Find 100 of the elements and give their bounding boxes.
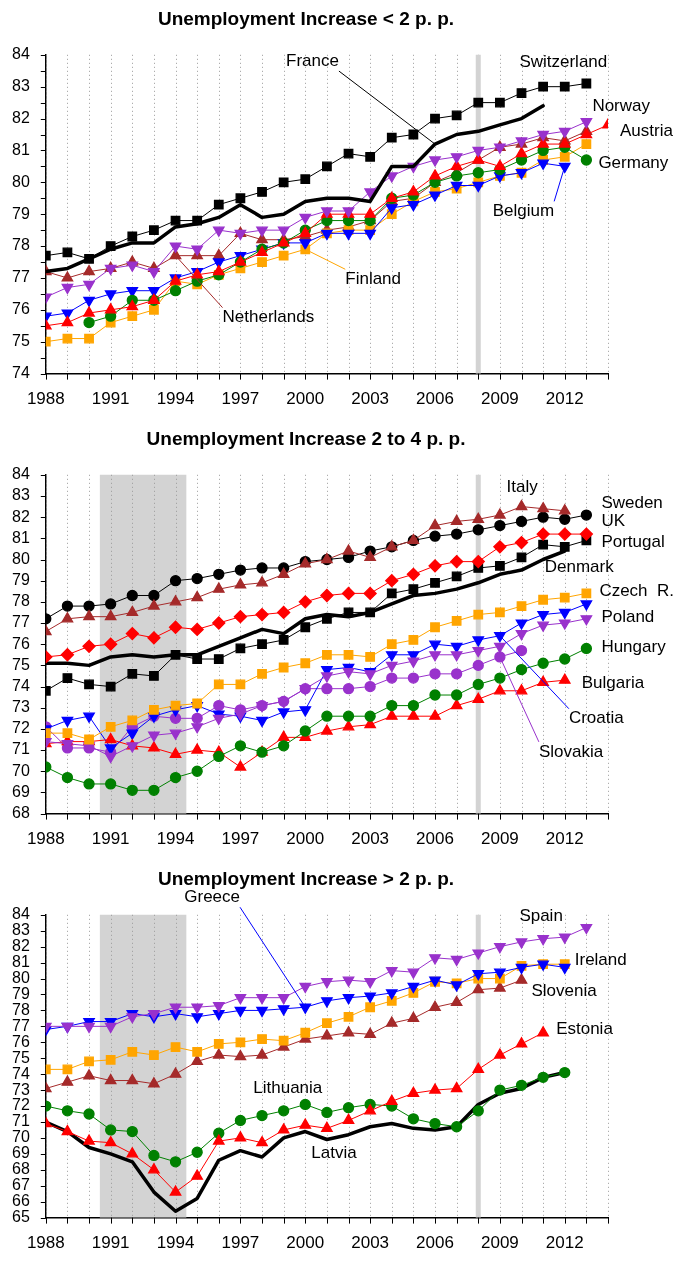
y-tick-label: 73 — [12, 1080, 30, 1098]
y-tick-label: 75 — [12, 332, 30, 350]
series-label: Bulgaria — [581, 672, 645, 692]
y-tick-label: 66 — [12, 1192, 30, 1210]
y-tick-label: 73 — [12, 698, 30, 716]
series-label: Portugal — [601, 532, 665, 552]
y-tick-label: 78 — [12, 1000, 30, 1018]
y-tick-label: 69 — [12, 1144, 30, 1162]
text: France — [286, 50, 339, 70]
series-label: Denmark — [544, 556, 615, 576]
y-tick-label: 83 — [12, 921, 30, 939]
y-tick-label: 81 — [12, 953, 30, 971]
y-tick-label: 71 — [12, 1112, 30, 1130]
y-tick-label: 82 — [12, 507, 30, 525]
x-tick-label: 1988 — [26, 829, 65, 849]
x-tick-label: 1997 — [221, 1233, 260, 1253]
x-tick-label: 1988 — [26, 1233, 65, 1253]
x-tick-label: 1997 — [221, 389, 260, 409]
y-tick-label: 84 — [12, 905, 30, 923]
legend-label: Belgium — [492, 201, 555, 221]
y-tick-label: 74 — [12, 1064, 30, 1082]
x-tick-label: 1991 — [91, 389, 130, 409]
x-tick-label: 2012 — [545, 1233, 584, 1253]
y-tick-label: 74 — [12, 364, 30, 382]
series-label: Latvia — [311, 1143, 358, 1163]
chart-title: Unemployment Increase 2 to 4 p. p. — [146, 427, 466, 449]
y-tick-label: 83 — [12, 77, 30, 95]
x-tick-label: 2000 — [286, 389, 325, 409]
y-tick-label: 79 — [12, 204, 30, 222]
y-tick-label: 68 — [12, 804, 30, 822]
y-tick-label: 74 — [12, 676, 30, 694]
series-label: Estonia — [556, 1019, 614, 1039]
y-tick-label: 82 — [12, 937, 30, 955]
series-label: Lithuania — [253, 1078, 323, 1098]
x-tick-label: 2000 — [286, 829, 325, 849]
text: Croatia — [568, 708, 625, 728]
series-label: Ireland — [574, 949, 627, 969]
series-label: Austria — [620, 120, 674, 140]
x-tick-label: 2006 — [416, 389, 454, 409]
series-label: Germany — [598, 152, 669, 172]
y-tick-label: 78 — [12, 236, 30, 254]
text: Netherlands — [222, 307, 315, 327]
x-tick-label: 1988 — [26, 389, 65, 409]
y-tick-label: 82 — [12, 108, 30, 126]
x-tick-label: 2009 — [480, 1233, 519, 1253]
y-tick-label: 80 — [12, 968, 30, 986]
y-tick-label: 68 — [12, 1160, 30, 1178]
x-tick-label: 2012 — [545, 829, 584, 849]
x-tick-label: 1991 — [91, 1233, 130, 1253]
x-tick-label: 1997 — [221, 829, 260, 849]
y-tick-label: 81 — [12, 140, 30, 158]
y-tick-label: 77 — [12, 1016, 30, 1034]
chart-title: Unemployment Increase < 2 p. p. — [157, 7, 455, 29]
x-tick-label: 1991 — [91, 829, 130, 849]
y-tick-label: 72 — [12, 719, 30, 737]
series-label: Poland — [601, 607, 655, 627]
x-tick-label: 2003 — [351, 829, 390, 849]
x-tick-label: 2006 — [416, 1233, 454, 1253]
y-tick-label: 80 — [12, 549, 30, 567]
y-tick-label: 69 — [12, 782, 30, 800]
series-label: UK — [601, 510, 626, 530]
text: Finland — [345, 268, 402, 288]
x-tick-label: 2003 — [351, 389, 390, 409]
y-tick-label: 70 — [12, 761, 30, 779]
x-tick-label: 1994 — [156, 389, 195, 409]
series-label: Slovenia — [531, 980, 598, 1000]
x-tick-label: 1994 — [156, 1233, 195, 1253]
y-tick-label: 76 — [12, 1032, 30, 1050]
series-label: Hungary — [601, 637, 667, 657]
text: Slovakia — [538, 741, 604, 761]
y-tick-label: 72 — [12, 1096, 30, 1114]
y-tick-label: 65 — [12, 1208, 30, 1226]
x-tick-label: 2006 — [416, 829, 454, 849]
y-tick-label: 71 — [12, 740, 30, 758]
y-tick-label: 67 — [12, 1176, 30, 1194]
y-tick-label: 75 — [12, 1048, 30, 1066]
y-tick-label: 77 — [12, 613, 30, 631]
y-tick-label: 75 — [12, 655, 30, 673]
chart-title: Unemployment Increase > 2 p. p. — [157, 867, 455, 889]
x-tick-label: 2009 — [480, 829, 519, 849]
y-tick-label: 83 — [12, 486, 30, 504]
x-tick-label: 2000 — [286, 1233, 325, 1253]
x-tick-label: 2009 — [480, 389, 519, 409]
series-label: Spain — [519, 906, 563, 926]
x-tick-label: 2003 — [351, 1233, 390, 1253]
y-tick-label: 84 — [12, 45, 30, 63]
series-label: Italy — [506, 477, 539, 497]
series-label: Norway — [592, 96, 651, 116]
y-tick-label: 80 — [12, 172, 30, 190]
y-tick-label: 79 — [12, 984, 30, 1002]
y-tick-label: 84 — [12, 465, 30, 483]
series-label: Czech R. — [599, 581, 675, 601]
y-tick-label: 76 — [12, 300, 30, 318]
series-label: Switzerland — [519, 52, 608, 72]
x-tick-label: 1994 — [156, 829, 195, 849]
y-tick-label: 77 — [12, 268, 30, 286]
series-label: Sweden — [601, 492, 663, 512]
x-tick-label: 2012 — [545, 389, 584, 409]
y-tick-label: 70 — [12, 1128, 30, 1146]
y-tick-label: 76 — [12, 634, 30, 652]
